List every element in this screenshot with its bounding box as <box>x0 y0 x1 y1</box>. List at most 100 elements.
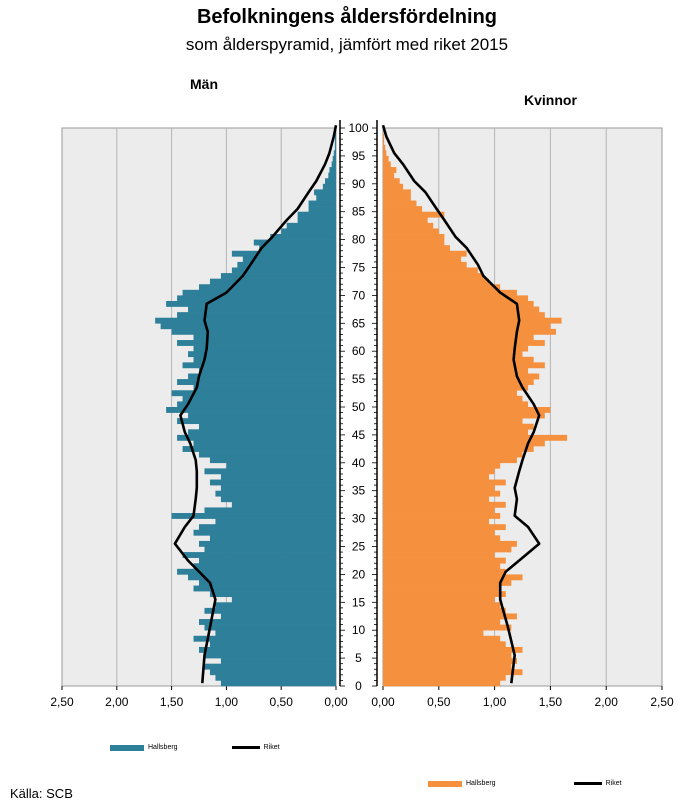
bar-hallsberg <box>383 172 395 179</box>
bar-hallsberg <box>188 574 336 581</box>
bar-hallsberg <box>193 529 336 536</box>
age-tick-label: 75 <box>352 261 366 275</box>
bar-hallsberg <box>383 591 506 598</box>
bar-hallsberg <box>231 501 336 508</box>
legend-label-bar: Hallsberg <box>466 780 496 787</box>
bar-hallsberg <box>188 373 336 380</box>
legend-swatch-bar <box>110 744 144 751</box>
legend-label-line: Riket <box>263 744 280 751</box>
x-tick-label: 0,50 <box>427 695 451 709</box>
bar-hallsberg <box>193 440 336 447</box>
bar-hallsberg <box>383 440 545 447</box>
bar-hallsberg <box>383 669 523 676</box>
bar-hallsberg <box>383 557 506 564</box>
bar-hallsberg <box>383 529 495 536</box>
x-tick-label: 1,00 <box>215 695 239 709</box>
bar-hallsberg <box>383 496 490 503</box>
bar-hallsberg <box>383 624 512 631</box>
population-pyramid-chart: 2,50 2,00 1,50 1,00 0,50 0,00 0,00 0,50 1,00 1,50… <box>50 120 674 709</box>
bar-hallsberg <box>383 457 517 464</box>
bar-hallsberg <box>383 234 445 240</box>
bar-hallsberg <box>383 535 501 542</box>
age-tick-label: 15 <box>352 595 366 609</box>
bar-hallsberg <box>166 407 336 413</box>
bar-hallsberg <box>383 340 545 346</box>
bar-hallsberg <box>188 429 336 436</box>
bar-hallsberg <box>160 323 336 330</box>
bar-hallsberg <box>383 334 534 341</box>
bar-hallsberg <box>334 144 336 151</box>
bar-hallsberg <box>383 133 385 140</box>
panel-label-men: Män <box>190 76 218 92</box>
bar-hallsberg <box>199 524 336 531</box>
bar-hallsberg <box>215 674 336 681</box>
bar-hallsberg <box>281 228 336 235</box>
bar-hallsberg <box>383 261 467 268</box>
legend-right: Hallsberg Riket <box>428 780 622 787</box>
bar-hallsberg <box>383 367 529 374</box>
line-riket <box>173 124 338 684</box>
bar-hallsberg <box>383 451 523 458</box>
bar-hallsberg <box>383 563 501 570</box>
bar-hallsberg <box>332 155 336 162</box>
bar-hallsberg <box>383 317 562 324</box>
age-tick-label: 90 <box>352 177 366 191</box>
bar-hallsberg <box>308 206 336 212</box>
bar-hallsberg <box>383 646 523 653</box>
bar-hallsberg <box>383 194 411 201</box>
bar-hallsberg <box>383 211 445 218</box>
bar-hallsberg <box>383 228 439 235</box>
bar-hallsberg <box>383 189 411 196</box>
bar-hallsberg <box>383 351 523 358</box>
bar-hallsberg <box>199 451 336 458</box>
bar-hallsberg <box>383 613 517 620</box>
bar-hallsberg <box>383 139 385 146</box>
bar-hallsberg <box>204 468 336 475</box>
bar-hallsberg <box>383 328 556 335</box>
bar-hallsberg <box>329 167 336 173</box>
bar-hallsberg <box>209 278 336 285</box>
legend-label-line: Riket <box>605 780 622 787</box>
bar-hallsberg <box>383 507 495 514</box>
bar-hallsberg <box>237 261 336 268</box>
bar-hallsberg <box>193 563 336 570</box>
bar-hallsberg <box>220 613 336 620</box>
bar-hallsberg <box>308 200 336 207</box>
bar-hallsberg <box>383 267 478 274</box>
bar-hallsberg <box>204 607 336 614</box>
bar-hallsberg <box>383 379 534 385</box>
bar-hallsberg <box>383 239 445 246</box>
bar-hallsberg <box>383 490 501 497</box>
bar-hallsberg <box>383 579 512 586</box>
bar-hallsberg <box>383 295 529 302</box>
bar-hallsberg <box>193 356 336 363</box>
bar-hallsberg <box>231 250 336 257</box>
source-note: Källa: SCB <box>10 786 73 801</box>
bar-hallsberg <box>383 401 529 408</box>
bar-hallsberg <box>383 585 501 592</box>
bar-hallsberg <box>188 306 336 313</box>
bar-hallsberg <box>270 234 336 240</box>
bar-hallsberg <box>182 552 336 558</box>
bar-hallsberg <box>193 585 336 592</box>
age-tick-label: 85 <box>352 205 366 219</box>
bar-hallsberg <box>199 557 336 564</box>
bar-hallsberg <box>383 568 506 575</box>
bar-hallsberg <box>383 356 534 363</box>
bar-hallsberg <box>383 635 501 642</box>
bar-hallsberg <box>383 167 397 173</box>
bar-hallsberg <box>182 395 336 402</box>
bar-hallsberg <box>383 434 568 441</box>
legend-swatch-line <box>231 746 260 749</box>
bar-hallsberg <box>193 334 336 341</box>
bar-hallsberg <box>188 412 336 419</box>
age-tick-label: 80 <box>352 233 366 247</box>
bar-hallsberg <box>199 423 336 430</box>
bar-hallsberg <box>322 183 336 190</box>
bar-hallsberg <box>209 591 336 598</box>
bar-hallsberg <box>334 139 336 146</box>
bar-hallsberg <box>199 367 336 374</box>
bar-hallsberg <box>220 496 336 503</box>
bar-hallsberg <box>383 552 495 558</box>
legend-swatch-line <box>573 782 602 785</box>
